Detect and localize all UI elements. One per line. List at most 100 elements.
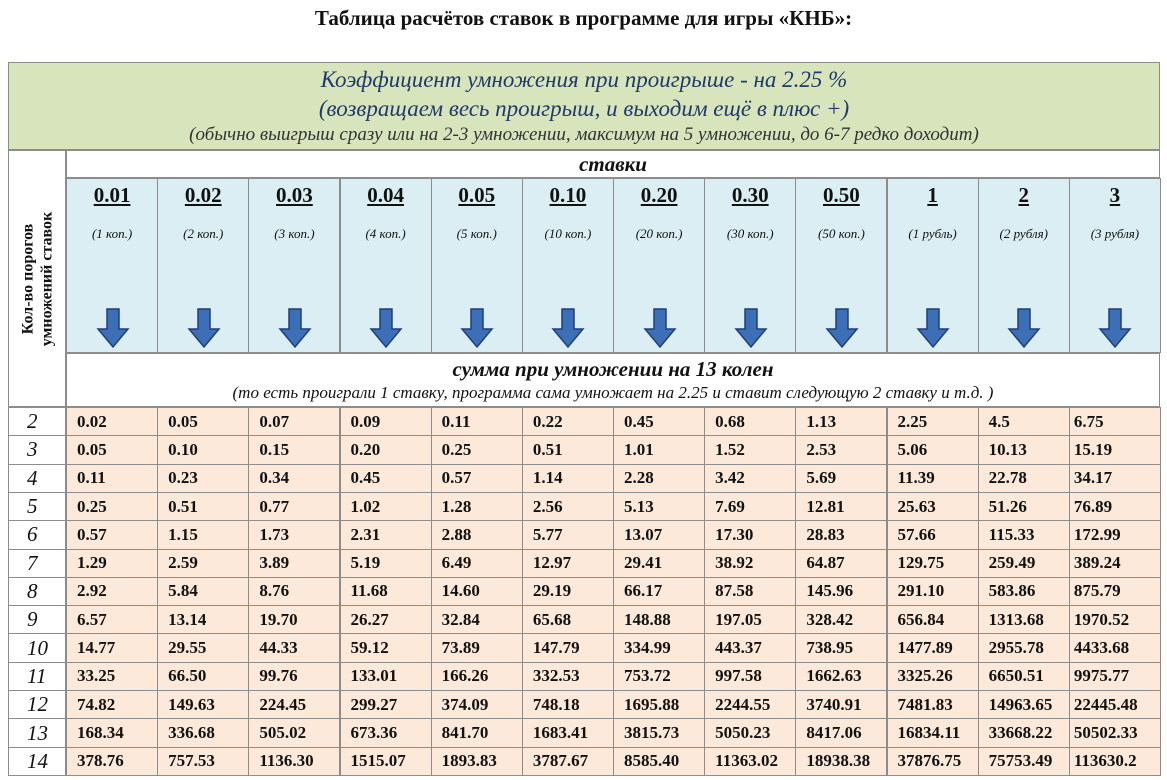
value-cell: 66.50 <box>157 661 250 692</box>
value-cell: 29.41 <box>613 548 706 578</box>
value-cell: 168.34 <box>66 718 159 748</box>
value-cell: 0.34 <box>248 463 341 493</box>
stake-value: 0.01 <box>93 183 131 207</box>
value-cell: 129.75 <box>886 548 979 578</box>
value: 2.88 <box>441 524 472 544</box>
value: 19.70 <box>259 609 298 629</box>
stake-note: (50 коп.) <box>818 226 865 241</box>
value: 0.07 <box>259 411 290 431</box>
value-cell: 1.01 <box>613 435 706 465</box>
row-level: 9 <box>27 607 38 632</box>
value-cell: 2244.55 <box>704 690 797 720</box>
row-level-cell: 2 <box>8 407 66 437</box>
value-cell: 22.78 <box>977 463 1070 493</box>
value-cell: 1136.30 <box>248 746 341 776</box>
row-level-cell: 8 <box>8 576 66 607</box>
value: 1.52 <box>715 439 745 459</box>
down-arrow <box>1007 308 1041 349</box>
row-level: 2 <box>27 409 38 434</box>
value-cell: 757.53 <box>157 746 250 776</box>
stake-cell: 0.05 (5 коп.) <box>430 178 523 353</box>
value-cell: 0.09 <box>339 407 432 437</box>
stake-value: 2 <box>1018 183 1029 207</box>
value-cell: 748.18 <box>521 690 614 720</box>
value: 748.18 <box>532 694 580 714</box>
value: 0.02 <box>77 411 107 431</box>
value: 1.73 <box>259 524 290 544</box>
value: 0.57 <box>77 524 107 544</box>
value-cell: 28.83 <box>795 520 888 550</box>
value-cell: 5.06 <box>886 435 979 465</box>
value-cell: 7.69 <box>704 491 797 522</box>
value-cell: 166.26 <box>430 661 523 692</box>
value-cell: 443.37 <box>704 633 797 663</box>
value: 0.05 <box>168 411 198 431</box>
stake-value: 0.05 <box>458 183 496 207</box>
value-cell: 64.87 <box>795 548 888 578</box>
sum-note: (то есть проиграли 1 ставку, программа с… <box>232 382 994 402</box>
value: 2.25 <box>897 411 928 431</box>
value: 0.34 <box>259 468 290 488</box>
value-cell: 133.01 <box>339 661 432 692</box>
value-cell: 3740.91 <box>795 690 888 720</box>
value-cell: 2.53 <box>795 435 888 465</box>
value: 99.76 <box>259 666 298 686</box>
value: 5.13 <box>624 496 654 516</box>
value-cell: 5.19 <box>339 548 432 578</box>
value-cell: 7481.83 <box>886 690 979 720</box>
value-cell: 33668.22 <box>977 718 1070 748</box>
value-cell: 1.29 <box>66 548 159 578</box>
value-cell: 44.33 <box>248 633 341 663</box>
value: 2.31 <box>350 524 381 544</box>
value: 757.53 <box>168 751 215 771</box>
value: 145.96 <box>806 581 854 601</box>
value: 44.33 <box>259 638 298 658</box>
stake-cell: 0.03 (3 коп.) <box>248 178 341 353</box>
value: 2.92 <box>77 581 107 601</box>
value-cell: 51.26 <box>977 491 1070 522</box>
value: 8.76 <box>259 581 290 601</box>
value: 4.5 <box>988 411 1010 431</box>
value: 76.89 <box>1073 496 1113 516</box>
stake-note: (5 коп.) <box>456 226 497 241</box>
value-cell: 997.58 <box>704 661 797 692</box>
value-cell: 374.09 <box>430 690 523 720</box>
value: 18938.38 <box>806 751 871 771</box>
value-cell: 50502.33 <box>1068 718 1161 748</box>
value-cell: 25.63 <box>886 491 979 522</box>
value: 1683.41 <box>532 723 589 743</box>
value-cell: 0.25 <box>430 435 523 465</box>
value-cell: 0.57 <box>430 463 523 493</box>
value-cell: 0.10 <box>157 435 250 465</box>
value: 1515.07 <box>350 751 406 771</box>
value-cell: 29.19 <box>521 576 614 607</box>
value: 0.23 <box>168 468 198 488</box>
row-level-cell: 5 <box>8 491 66 522</box>
value: 50502.33 <box>1073 723 1138 743</box>
value: 1477.89 <box>897 638 953 658</box>
value-cell: 0.15 <box>248 435 341 465</box>
value: 12.97 <box>532 553 572 573</box>
value: 291.10 <box>897 581 945 601</box>
value: 34.17 <box>1073 468 1113 488</box>
value: 299.27 <box>350 694 398 714</box>
down-arrow <box>187 308 221 349</box>
stake-value: 0.30 <box>731 183 769 207</box>
row-level: 3 <box>27 437 38 462</box>
value: 224.45 <box>259 694 307 714</box>
value: 115.33 <box>988 524 1035 544</box>
value: 6.57 <box>77 609 107 629</box>
value-cell: 328.42 <box>795 605 888 635</box>
value-cell: 65.68 <box>521 605 614 635</box>
stakes-label: ставки <box>579 151 647 176</box>
value: 875.79 <box>1073 581 1121 601</box>
value-cell: 299.27 <box>339 690 432 720</box>
stake-cell: 0.50 (50 коп.) <box>795 178 888 353</box>
stake-value: 3 <box>1109 183 1121 207</box>
stake-value: 0.04 <box>367 183 404 207</box>
down-arrow <box>460 308 494 349</box>
value: 29.41 <box>624 553 663 573</box>
value: 11363.02 <box>715 751 778 771</box>
value: 13.14 <box>168 609 207 629</box>
value: 6.49 <box>441 553 472 573</box>
